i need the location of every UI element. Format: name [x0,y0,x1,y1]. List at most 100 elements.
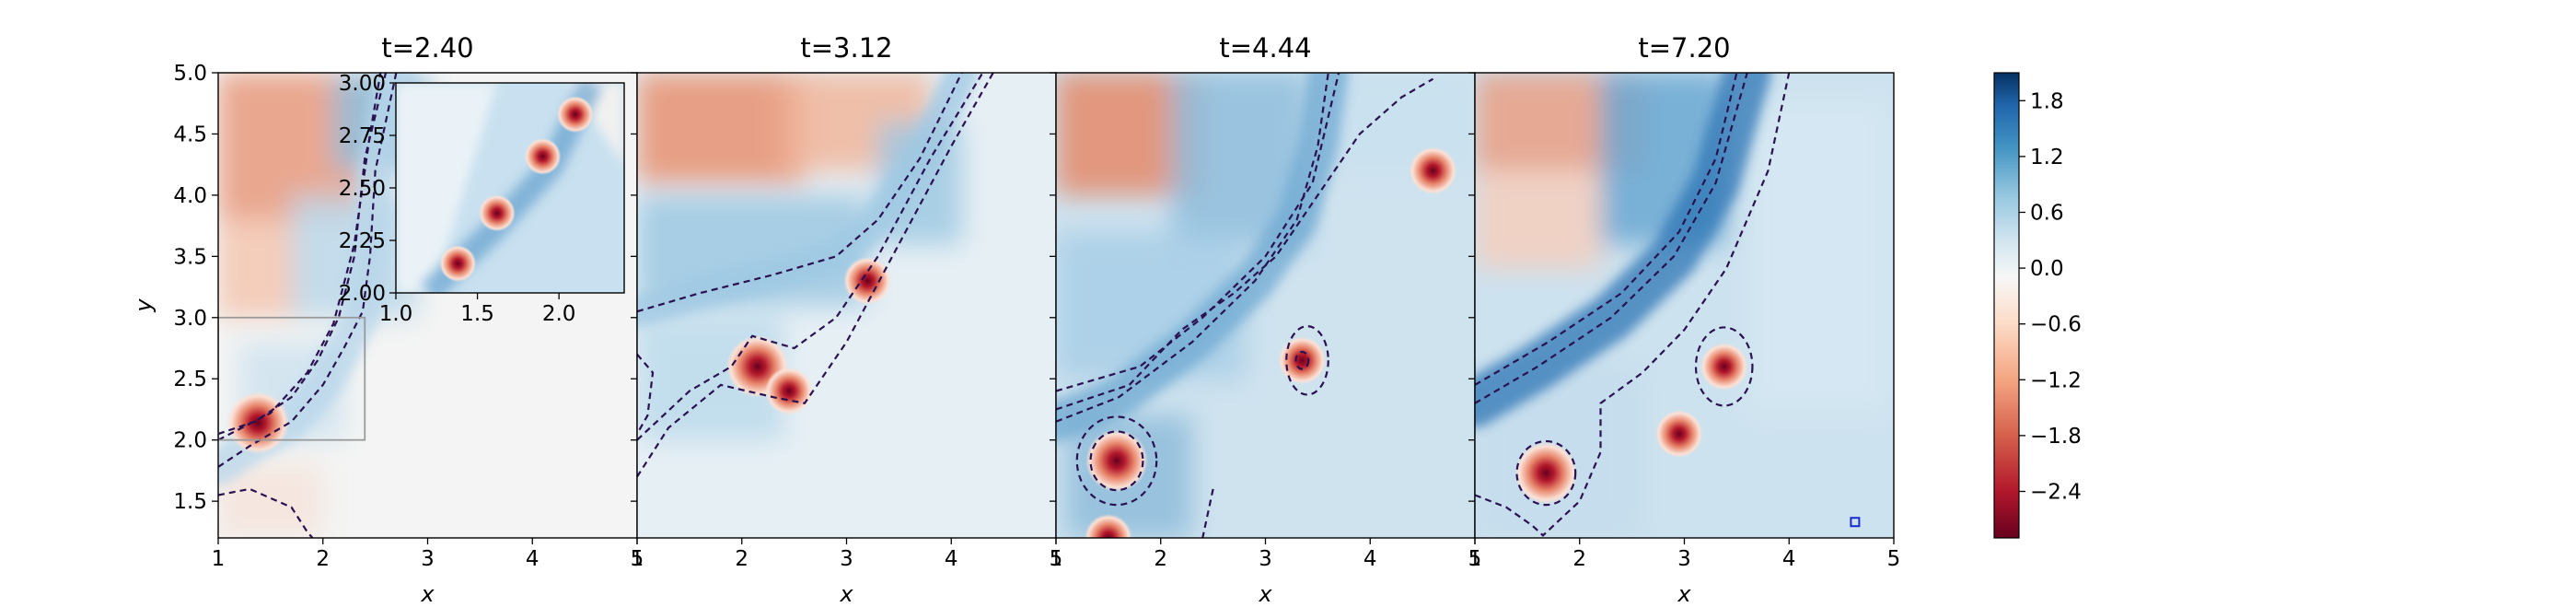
texture-patch [218,219,302,318]
x-tick-label: 4 [1363,547,1377,571]
x-axis-label: x [420,581,435,607]
x-tick-label: 5 [1050,547,1063,571]
vortex [1700,342,1748,391]
contour-line [1475,73,1738,386]
inset-y-tick-label: 2.75 [339,124,386,148]
colorbar-tick-label: −2.4 [2030,481,2082,505]
vortex [1514,441,1578,505]
panel-4: t=7.20 1 2 3 4 5 x [1468,32,1901,607]
x-tick-label: 5 [631,547,644,571]
contour-loop [1089,430,1144,492]
vortex [843,256,892,305]
y-axis-label: y [131,298,157,313]
heatmap-field [637,73,1056,538]
x-tick-label: 4 [1782,547,1796,571]
x-tick-label: 5 [1887,547,1901,571]
heatmap-field [1475,73,1894,538]
contour-line [218,487,314,538]
x-tick-label: 2 [1154,547,1167,571]
colorbar-tick-label: −1.2 [2030,368,2082,392]
contour-line [1056,73,1329,423]
contour-loop [1294,350,1310,370]
vortex [226,391,290,455]
vortex [1409,146,1457,195]
contour-loop [1694,326,1754,407]
texture-patch [1328,73,1475,171]
contour-line [218,73,382,441]
y-tick-label: 2.0 [173,429,207,453]
vortex [764,367,813,415]
panel-2: t=3.12 1 2 3 4 5 x [631,32,1063,607]
heatmap-field [1056,73,1475,538]
contour-loop [1515,439,1577,507]
x-tick-label: 2 [1572,547,1586,571]
y-tick-label: 2.5 [173,368,207,391]
x-tick-label: 3 [1259,547,1272,571]
inset: 1.0 1.5 2.0 2.00 2.25 2.50 2.75 3.00 [339,72,625,326]
x-tick-label: 3 [840,547,853,571]
x-tick-label: 1 [212,547,226,571]
inset-x-tick-label: 2.0 [542,302,576,326]
x-tick-label: 1 [631,547,644,571]
contour-line [637,73,994,478]
inset-y-tick-label: 2.50 [339,177,386,201]
colorbar-tick-label: −1.8 [2030,425,2082,449]
x-tick-label: 1 [1050,547,1063,571]
inset-x-tick-label: 1.5 [460,302,494,326]
y-tick-label: 1.5 [173,490,207,514]
contour-line [1056,73,1340,392]
x-tick-label: 1 [1468,547,1482,571]
x-tick-label: 2 [735,547,748,571]
inset-vortex [478,194,516,232]
inset-vortex [439,245,477,283]
x-tick-label: 4 [526,547,540,571]
colorbar-tick-label: −0.6 [2030,313,2082,337]
vortex [1085,429,1148,493]
panel-title: t=7.20 [1638,32,1730,64]
x-tick-label: 2 [316,547,330,571]
y-tick-label: 4.5 [173,123,207,146]
colorbar-tick-label: 1.2 [2030,146,2064,169]
inset-y-tick-label: 3.00 [339,72,386,96]
zoom-box [218,316,366,441]
contour-line [1201,488,1214,538]
contour-line [218,73,398,468]
vortex [1654,410,1703,459]
x-axis-label: x [1677,581,1691,607]
inset-vortex [556,96,594,134]
inset-vortex [524,137,562,175]
vortex [1278,336,1327,385]
x-tick-label: 5 [1468,547,1482,571]
inset-y-tick-label: 2.25 [339,229,386,253]
y-tick-label: 3.0 [173,307,207,331]
colorbar-tick-label: 1.8 [2030,89,2064,113]
y-tick-label: 5.0 [173,62,207,86]
texture-patch [1475,170,1601,269]
y-tick-label: 4.0 [173,184,207,208]
texture-patch [637,73,805,183]
inset-x-tick-label: 1.0 [379,302,413,326]
contour-line [1475,73,1791,537]
colorbar: 1.8 1.2 0.6 0.0 −0.6 −1.2 −1.8 −2.4 [1993,72,2082,539]
contour-line [637,73,984,441]
colorbar-tick-label: 0.0 [2030,257,2064,281]
x-axis-label: x [1258,581,1272,607]
marker-box [1850,517,1861,528]
colorbar-gradient [1993,72,2020,539]
x-tick-label: 4 [945,547,958,571]
colorbar-tick-label: 0.6 [2030,202,2064,226]
inset-field [396,83,624,293]
texture-patch [1746,97,1894,416]
y-tick-label: 3.5 [173,245,207,269]
contour-line [1475,73,1748,404]
panel-title: t=3.12 [800,32,892,64]
contour-loop [1075,415,1158,507]
x-tick-label: 3 [1677,547,1691,571]
panel-title: t=2.40 [381,32,473,64]
inset-y-tick-label: 2.00 [339,282,386,306]
vortex [1084,514,1132,538]
panel-3: t=4.44 1 2 3 4 5 x [1050,32,1482,607]
x-axis-label: x [839,581,853,607]
x-tick-label: 3 [421,547,435,571]
